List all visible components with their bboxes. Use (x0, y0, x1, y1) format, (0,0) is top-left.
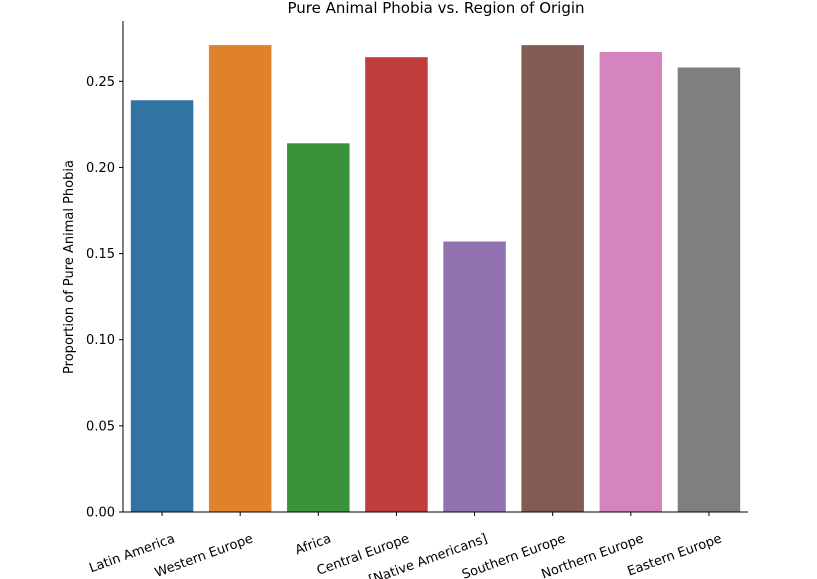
y-tick-label: 0.20 (86, 161, 115, 176)
bar-western-europe (208, 45, 272, 513)
y-tick-label: 0.00 (86, 506, 115, 521)
y-axis-ticks: 0.00 0.05 0.10 0.15 0.20 0.25 (86, 75, 123, 521)
y-tick-label: 0.15 (86, 247, 115, 262)
x-tick-label: Africa (293, 531, 333, 558)
bars-group (130, 45, 741, 513)
bar-africa (287, 143, 350, 512)
bar-native-americans (443, 241, 506, 513)
bar-northern-europe (599, 52, 663, 512)
chart-title: Pure Animal Phobia vs. Region of Origin (287, 0, 584, 17)
y-axis-title: Proportion of Pure Animal Phobia (62, 160, 77, 374)
bar-central-europe (365, 57, 428, 512)
bar-latin-america (130, 100, 194, 513)
y-tick-label: 0.05 (86, 419, 115, 434)
bar-eastern-europe (677, 67, 741, 512)
bar-southern-europe (521, 45, 584, 513)
y-tick-label: 0.10 (86, 333, 115, 348)
y-tick-label: 0.25 (86, 75, 115, 90)
